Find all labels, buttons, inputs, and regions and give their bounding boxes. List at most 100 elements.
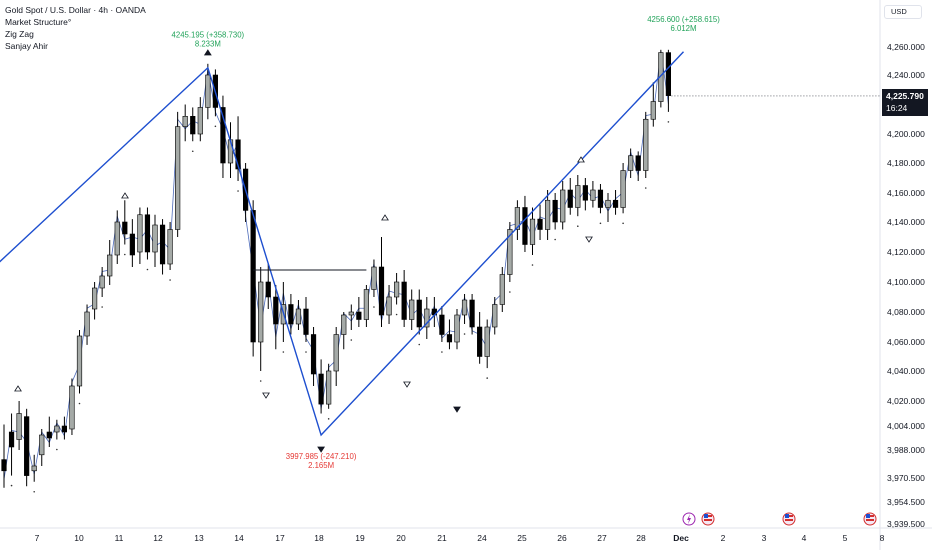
candle-down: [356, 311, 362, 320]
candle-up: [258, 281, 264, 343]
candle-down: [552, 199, 558, 223]
indicator-dot: [305, 351, 307, 353]
candle-down: [522, 207, 528, 245]
flag-canton: [785, 514, 789, 518]
candle-down: [144, 214, 151, 253]
indicator-dot: [56, 448, 58, 451]
candle-up: [31, 465, 37, 472]
time-tick-label: 7: [35, 533, 40, 543]
currency-button[interactable]: USD: [884, 5, 922, 19]
price-tick-label: 4,080.000: [887, 307, 925, 317]
indicator-market-structure[interactable]: Market Structure°: [5, 17, 72, 27]
candle-down: [477, 326, 483, 357]
price-tick-label: 4,060.000: [887, 337, 925, 347]
price-tick-label: 3,954.500: [887, 497, 925, 507]
indicator-dot: [259, 380, 262, 382]
candle-down: [635, 155, 641, 171]
indicator-dot: [33, 490, 35, 493]
time-tick-label: 26: [557, 533, 567, 543]
swing-annotations: 4245.195 (+358.730)8.233M 3997.985 (-247.…: [172, 15, 721, 470]
candle-up: [575, 185, 581, 208]
time-axis[interactable]: 7 10 11 12 13 14 17 18 19 20 21 24 25 26 27 28 Dec 2 3 4 5 8: [35, 533, 885, 543]
candle-up: [461, 299, 468, 316]
flag-stripe: [785, 519, 793, 521]
price-axis[interactable]: 4,260.000 4,240.000 4,200.000 4,180.000 4,16…: [887, 42, 925, 529]
last-price-value: 4,225.790: [886, 91, 924, 101]
price-tick-label: 4,004.000: [887, 421, 925, 431]
swing-annotation-volume: 6.012M: [670, 24, 696, 33]
indicator-dot: [169, 279, 171, 281]
structure-high-marker: [121, 192, 129, 199]
candle-up: [590, 189, 596, 201]
indicator-dot: [146, 268, 149, 271]
indicator-sanjay-ahir[interactable]: Sanjay Ahir: [5, 41, 48, 51]
candles: [1, 49, 671, 493]
candle-up: [643, 118, 649, 171]
zigzag-line: [0, 51, 880, 437]
candle-up: [409, 299, 415, 320]
price-tick-label: 4,240.000: [887, 70, 925, 80]
time-tick-label: 27: [597, 533, 607, 543]
swing-annotation-volume: 8.233M: [195, 40, 221, 49]
indicator-dot: [373, 306, 375, 308]
indicator-dot: [441, 351, 443, 353]
candle-up: [341, 314, 347, 335]
candle-up: [99, 275, 105, 289]
time-tick-label: 2: [721, 533, 726, 543]
indicator-dot: [418, 343, 421, 346]
indicator-dot: [667, 121, 670, 123]
candle-down: [597, 189, 604, 208]
indicator-dot: [577, 225, 579, 227]
price-tick-label: 4,260.000: [887, 42, 925, 52]
candle-down: [122, 221, 128, 235]
swing-annotation-volume: 2.165M: [308, 461, 334, 470]
structure-low-marker: [403, 381, 411, 388]
time-tick-label: 5: [843, 533, 848, 543]
candle-down: [537, 218, 543, 230]
event-icons[interactable]: [682, 512, 877, 526]
time-tick-label: 14: [234, 533, 244, 543]
structure-high-marker: [577, 156, 585, 163]
candle-up: [54, 425, 60, 433]
zigzag-path: [0, 51, 685, 437]
indicator-zig-zag[interactable]: Zig Zag: [5, 29, 34, 39]
time-tick-label: 3: [762, 533, 767, 543]
flag-stripe: [704, 519, 712, 521]
candle-up: [386, 296, 392, 316]
structure-high-marker: [381, 214, 389, 221]
swing-annotation-price: 4256.600 (+258.615): [647, 15, 720, 24]
candle-down: [129, 233, 135, 256]
price-tick-label: 3,939.500: [887, 519, 925, 529]
swing-low-marker: [317, 446, 326, 453]
candle-down: [24, 416, 30, 476]
candle-down: [1, 459, 7, 472]
swing-markers: [14, 49, 593, 453]
candle-down: [401, 281, 407, 320]
price-tick-label: 4,180.000: [887, 158, 925, 168]
time-tick-label: 8: [880, 533, 885, 543]
indicator-dot: [237, 190, 239, 192]
candle-down: [250, 210, 256, 343]
symbol-title[interactable]: Gold Spot / U.S. Dollar · 4h · OANDA: [5, 5, 146, 15]
candle-up: [560, 189, 566, 223]
indicator-dot: [463, 333, 466, 335]
indicator-dot: [10, 484, 13, 487]
indicator-dot: [509, 291, 511, 293]
candle-up: [333, 334, 339, 372]
candle-up: [84, 311, 90, 337]
time-tick-label: 25: [517, 533, 527, 543]
price-tick-label: 3,970.500: [887, 473, 925, 483]
candle-up: [658, 52, 664, 102]
flag-canton: [866, 514, 870, 518]
candle-down: [318, 373, 324, 405]
time-tick-label: 18: [314, 533, 324, 543]
last-price-tag: 4,225.790 16:24: [882, 89, 928, 116]
candle-up: [76, 335, 83, 387]
indicator-dot: [124, 253, 126, 256]
indicator-dot: [327, 418, 330, 420]
price-tick-label: 4,100.000: [887, 277, 925, 287]
candle-up: [167, 229, 173, 265]
swing-high-marker: [203, 49, 212, 56]
candle-up: [454, 314, 460, 343]
